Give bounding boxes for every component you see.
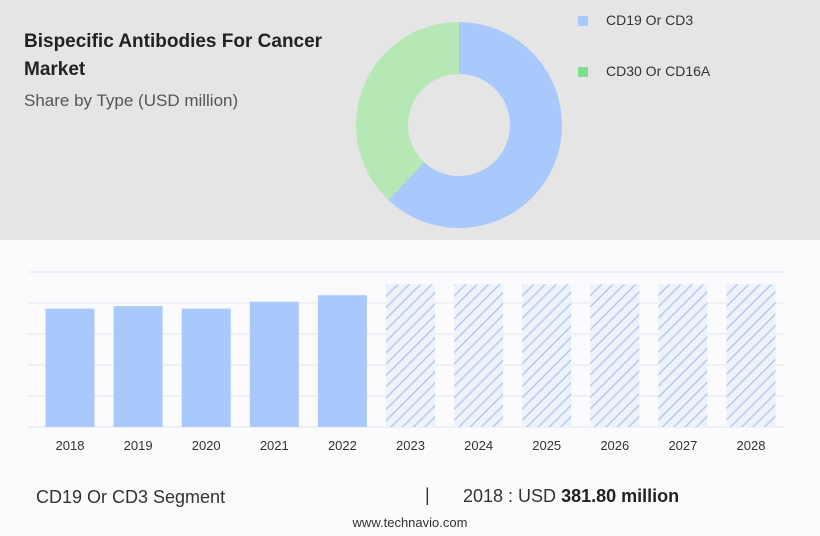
donut-slice-0 [388, 22, 562, 228]
bar-chart: 2018 2019 2020 2021 2022 2023 2024 2025 2026 2027… [28, 271, 785, 453]
forecast-bar-2027 [658, 284, 708, 427]
legend-label-1: CD30 Or CD16A [606, 63, 711, 79]
x-tick-label-2028: 2028 [737, 438, 766, 453]
forecast-bar-2025 [522, 284, 572, 427]
forecast-bar-2023 [386, 284, 435, 427]
chart-subtitle: Share by Type (USD million) [24, 91, 239, 110]
summary-value: 2018 : USD 381.80 million [463, 486, 679, 507]
forecast-bar-2028 [726, 284, 776, 427]
bar-2018 [45, 308, 95, 427]
legend-swatch-0 [578, 16, 588, 26]
source-footer: www.technavio.com [352, 515, 468, 530]
x-tick-label-2023: 2023 [396, 438, 425, 453]
forecast-bar-2024 [454, 284, 504, 427]
bar-2022 [317, 295, 367, 427]
x-tick-label-2021: 2021 [260, 438, 289, 453]
bar-2021 [249, 301, 299, 427]
summary-value-amount: 381.80 million [561, 486, 680, 506]
summary-separator: | [425, 485, 430, 505]
summary-value-prefix: 2018 : USD [463, 486, 557, 506]
x-tick-label-2022: 2022 [328, 438, 357, 453]
bar-2020 [181, 308, 231, 427]
x-tick-label-2027: 2027 [668, 438, 697, 453]
bar-2019 [113, 306, 163, 427]
legend-swatch-1 [578, 67, 588, 77]
x-tick-label-2025: 2025 [532, 438, 561, 453]
forecast-bar-2026 [590, 284, 640, 427]
x-tick-label-2018: 2018 [56, 438, 85, 453]
chart-title: Bispecific Antibodies For Cancer Market [24, 31, 323, 80]
x-tick-label-2020: 2020 [192, 438, 221, 453]
x-tick-label-2024: 2024 [464, 438, 493, 453]
legend-label-0: CD19 Or CD3 [606, 12, 694, 28]
donut-slice-1 [356, 22, 459, 201]
x-tick-label-2019: 2019 [124, 438, 153, 453]
segment-label: CD19 Or CD3 Segment [36, 487, 226, 507]
donut-chart [356, 22, 562, 228]
x-tick-label-2026: 2026 [600, 438, 629, 453]
